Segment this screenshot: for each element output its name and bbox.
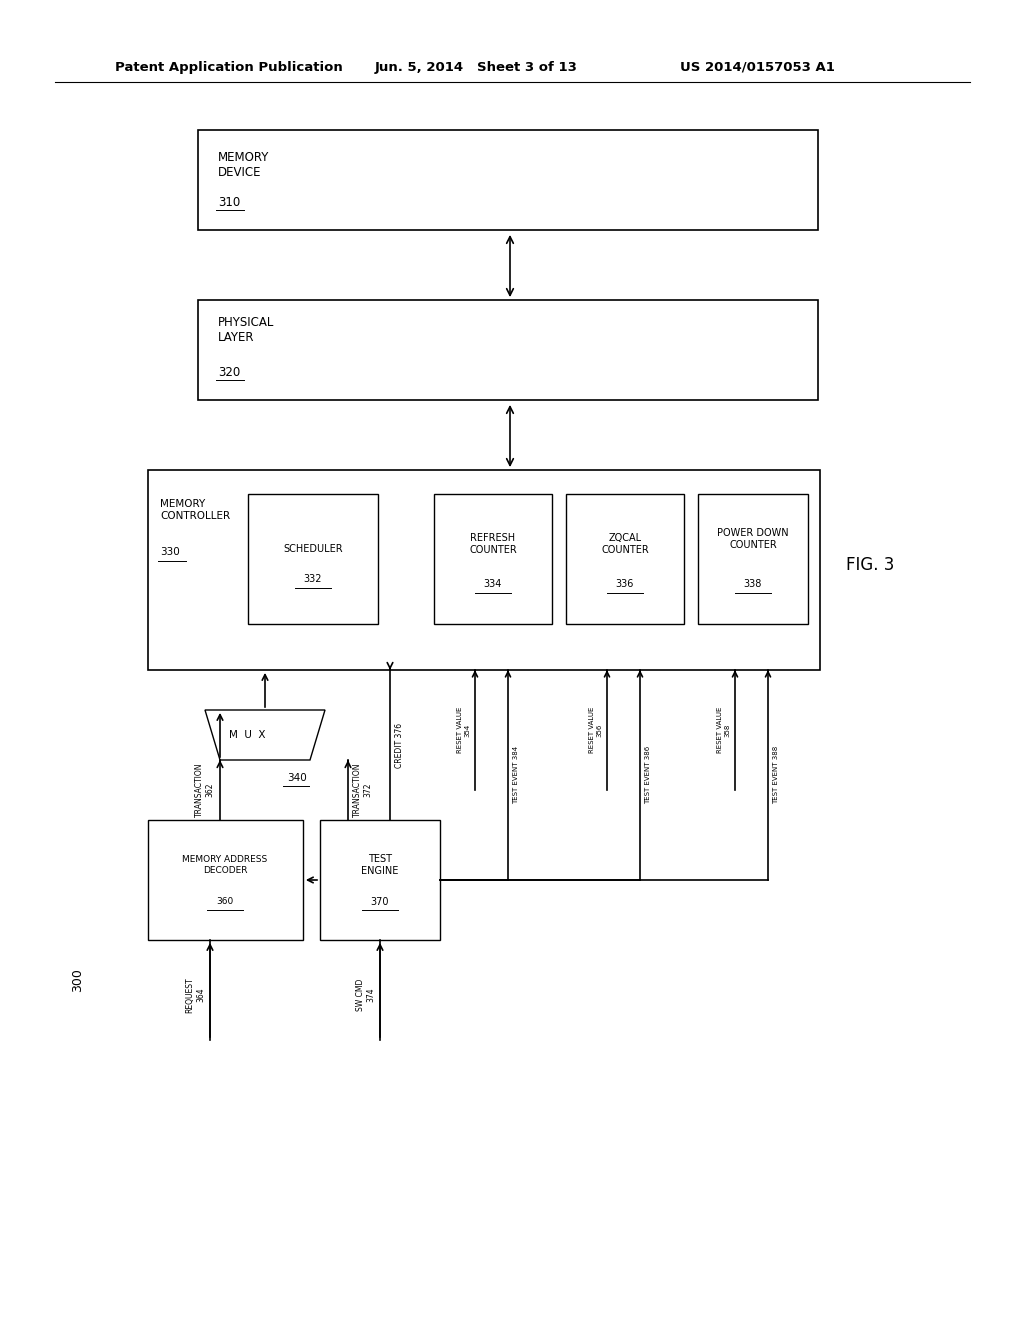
Text: MEMORY
CONTROLLER: MEMORY CONTROLLER — [160, 499, 230, 521]
Bar — [434, 494, 552, 624]
Text: POWER DOWN
COUNTER: POWER DOWN COUNTER — [717, 528, 788, 550]
Bar — [566, 494, 684, 624]
Text: TEST EVENT 386: TEST EVENT 386 — [645, 746, 651, 804]
Text: 338: 338 — [743, 579, 762, 589]
Text: PHYSICAL
LAYER: PHYSICAL LAYER — [218, 315, 274, 345]
Bar — [698, 494, 808, 624]
Bar — [148, 820, 303, 940]
Text: 340: 340 — [287, 774, 307, 783]
Bar — [248, 494, 378, 624]
Text: 320: 320 — [218, 366, 241, 379]
Text: SW CMD
374: SW CMD 374 — [355, 979, 375, 1011]
Bar — [319, 820, 440, 940]
Text: 370: 370 — [371, 898, 389, 907]
Text: 336: 336 — [615, 579, 634, 589]
Text: TEST EVENT 384: TEST EVENT 384 — [513, 746, 519, 804]
Text: FIG. 3: FIG. 3 — [846, 556, 894, 574]
Bar — [198, 300, 818, 400]
Text: MEMORY ADDRESS
DECODER: MEMORY ADDRESS DECODER — [182, 855, 267, 875]
Text: RESET VALUE
354: RESET VALUE 354 — [457, 706, 470, 754]
Bar — [198, 129, 818, 230]
Text: 334: 334 — [483, 579, 502, 589]
Text: 360: 360 — [216, 898, 233, 907]
Text: Patent Application Publication: Patent Application Publication — [115, 61, 343, 74]
Text: REQUEST
364: REQUEST 364 — [185, 977, 205, 1012]
Bar — [148, 470, 820, 671]
Text: RESET VALUE
356: RESET VALUE 356 — [589, 706, 602, 754]
Text: RESET VALUE
358: RESET VALUE 358 — [717, 706, 730, 754]
Text: 330: 330 — [160, 546, 180, 557]
Text: 300: 300 — [72, 968, 85, 991]
Text: Jun. 5, 2014   Sheet 3 of 13: Jun. 5, 2014 Sheet 3 of 13 — [375, 61, 578, 74]
Text: 310: 310 — [218, 195, 241, 209]
Text: TRANSACTION
372: TRANSACTION 372 — [353, 763, 373, 817]
Text: SCHEDULER: SCHEDULER — [284, 544, 343, 554]
Polygon shape — [205, 710, 325, 760]
Text: M  U  X: M U X — [228, 730, 265, 741]
Text: TEST EVENT 388: TEST EVENT 388 — [773, 746, 779, 804]
Text: CREDIT 376: CREDIT 376 — [395, 722, 404, 767]
Text: TEST
ENGINE: TEST ENGINE — [361, 854, 398, 875]
Text: MEMORY
DEVICE: MEMORY DEVICE — [218, 150, 269, 180]
Text: TRANSACTION
362: TRANSACTION 362 — [195, 763, 214, 817]
Text: US 2014/0157053 A1: US 2014/0157053 A1 — [680, 61, 835, 74]
Text: REFRESH
COUNTER: REFRESH COUNTER — [469, 533, 517, 554]
Text: 332: 332 — [304, 574, 323, 583]
Text: ZQCAL
COUNTER: ZQCAL COUNTER — [601, 533, 649, 554]
